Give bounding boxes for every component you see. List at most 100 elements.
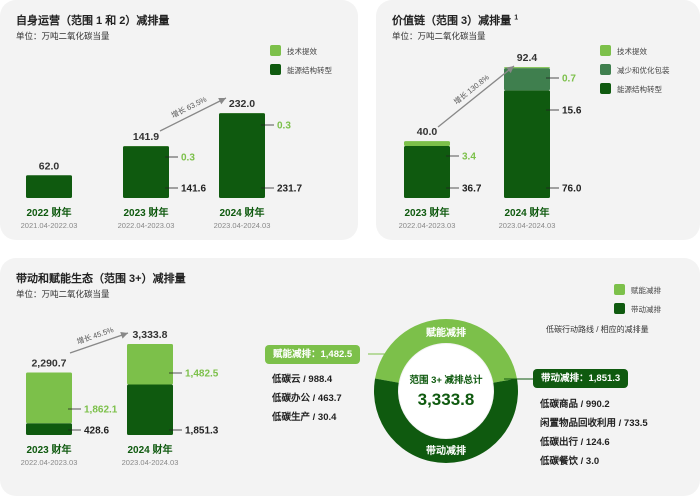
growth-arrow [159, 97, 227, 132]
period-label: 2021.04-2022.03 [21, 221, 78, 230]
data-label: 0.7 [562, 74, 576, 85]
bar-segment [26, 372, 72, 424]
data-label: 1,851.3 [185, 426, 219, 437]
bar-segment [504, 67, 550, 69]
total-label: 141.9 [133, 131, 159, 143]
growth-label: 增长 45.5% [75, 324, 115, 346]
scope3-title-text: 价值链（范围 3）减排量 [392, 15, 512, 27]
scope3plus-card: 带动和赋能生态（范围 3+）减排量 单位：万吨二氧化碳当量 赋能减排 带动减排 … [0, 258, 700, 496]
period-label: 2023.04-2024.03 [499, 221, 556, 230]
category-label: 2024 财年 [504, 206, 549, 219]
scope3plus-unit: 单位：万吨二氧化碳当量 [16, 289, 110, 299]
data-label: 15.6 [562, 106, 582, 117]
bar-segment [26, 175, 72, 198]
legend-label: 减少和优化包装 [617, 66, 670, 75]
total-label: 92.4 [517, 52, 538, 64]
donut-label-enable: 赋能减排 [426, 326, 466, 339]
data-label: 231.7 [277, 184, 302, 195]
legend-label: 带动减排 [631, 305, 661, 314]
period-label: 2023.04-2024.03 [122, 458, 179, 467]
breakdown-item: 低碳商品 / 990.2 [540, 399, 610, 410]
growth-arrow-head [506, 66, 514, 74]
enable-tag: 赋能减排：1,482.5 [265, 345, 361, 364]
breakdown-item: 低碳办公 / 463.7 [272, 393, 342, 404]
legend-swatch [614, 303, 625, 314]
legend-swatch [600, 83, 611, 94]
donut-slice-enable [375, 319, 517, 383]
growth-arrow-head [120, 331, 128, 339]
scope3-title: 价值链（范围 3）减排量 1 [392, 12, 518, 28]
data-label: 428.6 [84, 426, 109, 437]
bar-segment [504, 90, 550, 198]
legend-swatch [614, 284, 625, 295]
legend-label: 技术提效 [617, 47, 647, 56]
scope12-card: 自身运营（范围 1 和 2）减排量 单位：万吨二氧化碳当量 技术提效 能源结构转… [0, 0, 358, 240]
data-label: 76.0 [562, 184, 582, 195]
legend-swatch [600, 64, 611, 75]
growth-arrow-head [218, 98, 226, 105]
period-label: 2022.04-2023.03 [399, 221, 456, 230]
scope3-unit: 单位：万吨二氧化碳当量 [392, 31, 486, 41]
category-label: 2024 财年 [219, 206, 264, 219]
donut-hole [399, 344, 493, 438]
period-label: 2022.04-2023.03 [21, 458, 78, 467]
bar-segment [127, 344, 173, 385]
total-label: 40.0 [417, 126, 438, 138]
data-label: 0.3 [181, 153, 195, 164]
donut-center-title: 范围 3+ 减排总计 [409, 374, 483, 386]
total-label: 232.0 [229, 98, 255, 110]
scope12-bar-chart: 62.0 2022 财年 2021.04-2022.03 141.6 0.3 141.9 2… [21, 94, 303, 230]
legend-swatch [600, 45, 611, 56]
breakdown-item: 闲置物品回收利用 / 733.5 [540, 418, 648, 429]
growth-arrow [437, 65, 515, 128]
total-label: 2,290.7 [31, 357, 66, 369]
legend-label: 赋能减排 [631, 286, 661, 295]
bar-segment [127, 384, 173, 435]
data-label: 1,482.5 [185, 369, 219, 380]
category-label: 2024 财年 [127, 443, 172, 456]
donut-label-drive: 带动减排 [426, 444, 466, 457]
legend-swatch [270, 64, 281, 75]
bar-segment [26, 423, 72, 435]
data-label: 1,862.1 [84, 405, 118, 416]
legend-label: 技术提效 [287, 47, 317, 56]
legend-label: 能源结构转型 [617, 85, 662, 94]
category-label: 2023 财年 [26, 443, 71, 456]
bar-segment [123, 146, 169, 198]
drive-tag: 带动减排：1,851.3 [533, 369, 629, 388]
breakdown-item: 低碳餐饮 / 3.0 [540, 456, 600, 467]
category-label: 2023 财年 [123, 206, 168, 219]
bar-segment [404, 145, 450, 198]
donut-center-value: 3,333.8 [418, 390, 475, 409]
period-label: 2023.04-2024.03 [214, 221, 271, 230]
scope12-title: 自身运营（范围 1 和 2）减排量 [16, 15, 170, 27]
drive-breakdown: 低碳商品 / 990.2 闲置物品回收利用 / 733.5 低碳出行 / 124… [540, 395, 648, 471]
donut-slice-drive [374, 378, 518, 464]
footnote-mark: 1 [514, 14, 519, 22]
breakdown-item: 低碳出行 / 124.6 [540, 437, 610, 448]
growth-arrow [69, 332, 129, 354]
total-label: 3,333.8 [132, 329, 167, 341]
bar-segment [504, 68, 550, 91]
legend-swatch [270, 45, 281, 56]
scope3plus-title: 带动和赋能生态（范围 3+）减排量 [16, 273, 186, 285]
breakdown-item: 低碳生产 / 30.4 [272, 412, 337, 423]
scope3-card: 价值链（范围 3）减排量 1 单位：万吨二氧化碳当量 技术提效 减少和优化包装 … [376, 0, 700, 240]
total-label: 62.0 [39, 160, 60, 172]
scope12-unit: 单位：万吨二氧化碳当量 [16, 31, 110, 41]
data-label: 3.4 [462, 152, 476, 163]
enable-breakdown: 低碳云 / 988.4 低碳办公 / 463.7 低碳生产 / 30.4 [272, 370, 342, 427]
scope3-bar-chart: 36.7 3.4 40.0 2023 财年 2022.04-2023.03 76.0 15.… [399, 52, 582, 230]
breakdown-item: 低碳云 / 988.4 [272, 374, 333, 385]
period-label: 2022.04-2023.03 [118, 221, 175, 230]
category-label: 2022 财年 [26, 206, 71, 219]
data-label: 141.6 [181, 184, 206, 195]
bar-segment [404, 141, 450, 146]
category-label: 2023 财年 [404, 206, 449, 219]
bar-segment [219, 113, 265, 198]
legend-label: 能源结构转型 [287, 66, 332, 75]
data-label: 0.3 [277, 121, 291, 132]
data-label: 36.7 [462, 184, 482, 195]
scope3plus-bar-chart: 428.6 1,862.1 2,290.7 2023 财年 2022.04-2023.0… [21, 319, 533, 467]
route-note: 低碳行动路线 / 相应的减排量 [546, 325, 649, 334]
